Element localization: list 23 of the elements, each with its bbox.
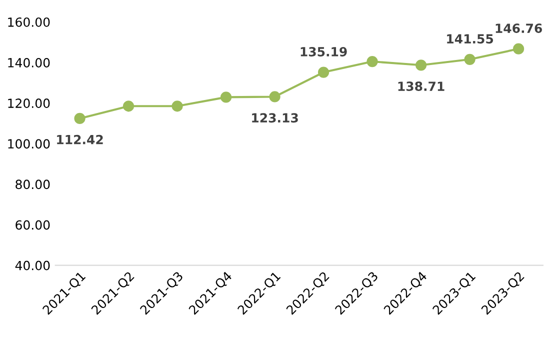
point	[122, 100, 134, 112]
y-tick-label: 100.00	[8, 139, 50, 149]
y-tick-label: 60.00	[16, 220, 50, 230]
data-label: 112.42	[57, 134, 103, 144]
point	[512, 43, 524, 54]
point	[464, 54, 476, 65]
point	[318, 66, 330, 78]
data-label: 138.71	[398, 82, 444, 91]
point	[220, 92, 232, 103]
y-tick-label: 40.00	[15, 260, 50, 270]
data-label: 135.19	[300, 47, 347, 56]
point	[415, 60, 427, 71]
point	[172, 100, 183, 112]
data-label: 146.76	[496, 24, 542, 34]
point	[366, 56, 378, 68]
point	[74, 112, 86, 124]
data-label: 123.13	[252, 113, 298, 123]
data-label: 141.55	[447, 34, 494, 44]
y-tick-label: 140.00	[8, 58, 50, 68]
point	[269, 91, 280, 102]
y-tick-label: 160.00	[8, 17, 50, 27]
y-tick-label: 80.00	[16, 180, 50, 190]
y-tick-label: 120.00	[8, 98, 50, 108]
